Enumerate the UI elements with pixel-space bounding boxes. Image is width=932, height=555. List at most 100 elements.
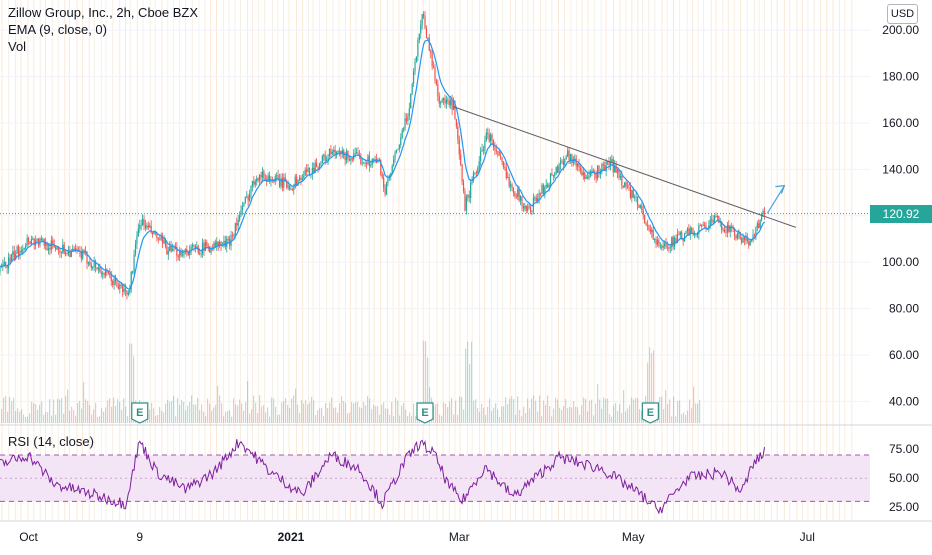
volume-bar	[495, 403, 497, 423]
candle-body	[47, 248, 50, 250]
volume-bar	[591, 399, 593, 423]
candle-body	[134, 243, 137, 255]
volume-bar	[689, 399, 691, 423]
candle-body	[551, 173, 553, 176]
volume-bar	[341, 396, 343, 423]
volume-bar	[293, 395, 295, 423]
volume-bar	[623, 390, 625, 423]
candle-body	[316, 162, 318, 167]
candle-body	[176, 247, 178, 257]
volume-bar	[571, 407, 573, 423]
volume-bar	[507, 403, 509, 423]
volume-bar	[33, 403, 35, 423]
candle-body	[569, 154, 572, 161]
candle-body	[12, 251, 14, 255]
volume-bar	[197, 398, 199, 423]
volume-bar	[229, 410, 231, 423]
volume-bar	[5, 395, 7, 423]
volume-bar	[125, 406, 127, 423]
volume-bar	[101, 408, 103, 423]
volume-bar	[353, 403, 355, 423]
volume-bar	[93, 409, 95, 423]
volume-bar	[301, 400, 303, 423]
currency-button[interactable]: USD	[887, 4, 918, 24]
volume-bar	[75, 415, 77, 423]
candle-body	[699, 225, 701, 227]
candle-body	[759, 220, 761, 229]
volume-bar	[285, 398, 287, 423]
ema-legend[interactable]: EMA (9, close, 0)	[8, 22, 107, 37]
candle-body	[579, 167, 582, 171]
candle-body	[360, 156, 362, 164]
candle-body	[494, 147, 496, 150]
candle-body	[604, 165, 606, 172]
candle-body	[278, 178, 281, 187]
volume-bar	[269, 416, 271, 423]
volume-bar	[579, 414, 581, 423]
rsi-axis-label: 50.00	[889, 471, 919, 485]
volume-bar	[663, 409, 665, 423]
volume-bar	[123, 398, 125, 423]
candle-body	[161, 236, 164, 244]
candle-body	[102, 273, 104, 275]
chart-title: Zillow Group, Inc., 2h, Cboe BZX	[8, 5, 199, 20]
candle-body	[464, 191, 466, 211]
volume-bar	[669, 399, 671, 423]
candle-body	[20, 250, 22, 253]
volume-bar	[295, 388, 297, 423]
candle-body	[9, 257, 11, 263]
candle-body	[387, 178, 389, 183]
candle-body	[276, 175, 278, 177]
candle-body	[681, 232, 683, 240]
volume-bar	[621, 412, 623, 423]
candle-body	[538, 193, 540, 199]
volume-bar	[519, 410, 521, 423]
volume-bar	[319, 408, 321, 423]
candle-body	[73, 248, 75, 251]
candle-body	[204, 242, 206, 251]
rsi-legend[interactable]: RSI (14, close)	[8, 434, 94, 449]
volume-bar	[153, 408, 155, 423]
candle-body	[99, 267, 101, 272]
candle-body	[124, 288, 127, 291]
candle-body	[431, 52, 433, 67]
volume-bar	[179, 404, 181, 423]
candle-body	[16, 246, 18, 254]
candle-body	[567, 150, 569, 157]
candle-body	[384, 187, 386, 195]
candle-body	[420, 24, 422, 34]
volume-bar	[595, 403, 597, 423]
candle-body	[458, 139, 460, 155]
candle-body	[159, 239, 161, 241]
candle-body	[169, 245, 171, 252]
candle-body	[190, 246, 192, 251]
candle-body	[67, 250, 70, 254]
candle-body	[654, 238, 656, 240]
candle-body	[467, 195, 469, 197]
volume-bar	[483, 407, 485, 423]
trend-line	[453, 106, 797, 228]
candle-body	[23, 247, 25, 250]
volume-bar	[91, 414, 93, 423]
candle-body	[191, 244, 194, 247]
volume-bar	[487, 406, 489, 423]
volume-bar	[231, 416, 233, 423]
price-axis-label: 200.00	[882, 23, 919, 37]
candle-body	[685, 231, 687, 234]
volume-bar	[333, 407, 335, 423]
candle-body	[7, 257, 10, 269]
candle-body	[614, 165, 616, 173]
candle-body	[76, 248, 78, 251]
candle-body	[470, 182, 472, 198]
candle-body	[619, 175, 622, 178]
volume-bar	[1, 409, 3, 423]
volume-legend[interactable]: Vol	[8, 39, 27, 54]
candle-body	[407, 116, 409, 122]
candle-body	[307, 167, 309, 172]
volume-bar	[673, 396, 675, 423]
candle-body	[705, 225, 707, 229]
volume-bar	[45, 412, 47, 423]
volume-bar	[299, 412, 301, 423]
